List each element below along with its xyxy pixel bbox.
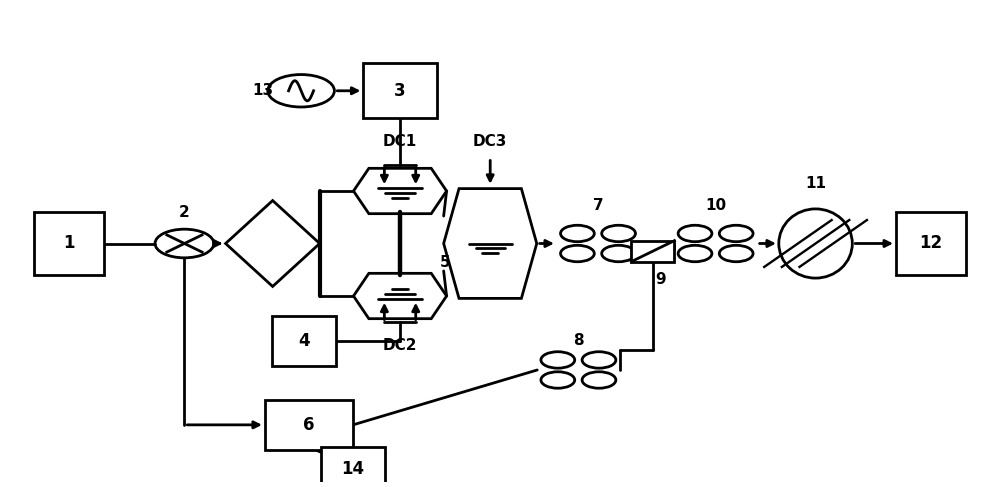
Text: DC3: DC3 — [473, 134, 507, 149]
Bar — [321, 447, 385, 487]
Text: 2: 2 — [179, 205, 190, 220]
Text: 3: 3 — [394, 82, 406, 100]
Text: 14: 14 — [341, 460, 365, 478]
Bar — [363, 63, 437, 118]
Text: 10: 10 — [705, 198, 726, 213]
Bar — [34, 212, 104, 275]
Text: DC1: DC1 — [383, 134, 417, 149]
Bar — [631, 241, 674, 262]
Text: 9: 9 — [655, 272, 666, 287]
Text: 7: 7 — [593, 198, 603, 213]
Text: 11: 11 — [805, 176, 826, 191]
Text: 13: 13 — [252, 83, 273, 98]
Text: 5: 5 — [440, 255, 450, 270]
Text: 6: 6 — [303, 416, 315, 434]
Text: 4: 4 — [298, 332, 310, 350]
Text: 8: 8 — [573, 334, 584, 348]
Text: 12: 12 — [920, 235, 943, 252]
Bar — [265, 400, 353, 450]
Text: 1: 1 — [63, 235, 75, 252]
Bar — [896, 212, 966, 275]
Bar — [272, 316, 336, 366]
Text: DC2: DC2 — [383, 338, 417, 353]
